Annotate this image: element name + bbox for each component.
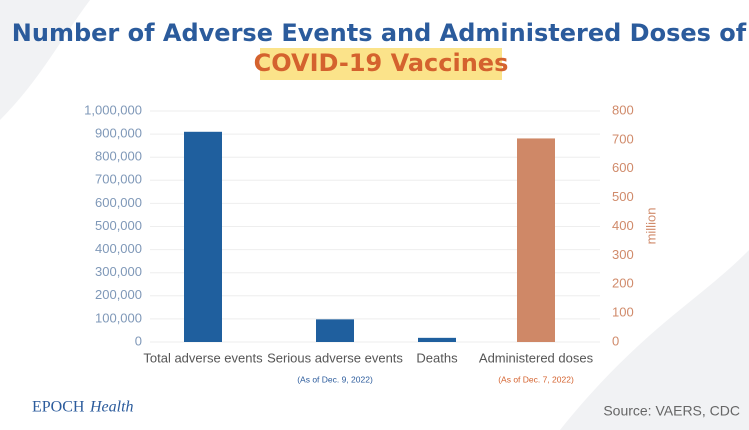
y2-tick-label: 300 (612, 247, 634, 262)
chart-title: Number of Adverse Events and Administere… (12, 19, 747, 47)
bar (184, 131, 222, 342)
y-tick-label: 500,000 (95, 218, 142, 233)
y-tick-label: 800,000 (95, 149, 142, 164)
y-tick-label: 700,000 (95, 172, 142, 187)
x-tick-label: Total adverse events (143, 350, 263, 365)
y-tick-label: 0 (135, 333, 142, 348)
bar (418, 337, 456, 342)
y-tick-label: 200,000 (95, 287, 142, 302)
category-note: (As of Dec. 9, 2022) (297, 374, 373, 384)
brand: EPOCH (32, 399, 85, 416)
y-tick-label: 400,000 (95, 241, 142, 256)
x-tick-label: Administered doses (479, 350, 594, 365)
y-tick-label: 600,000 (95, 195, 142, 210)
y2-tick-label: 600 (612, 160, 634, 175)
y-tick-label: 100,000 (95, 310, 142, 325)
bar (517, 138, 555, 342)
y-tick-label: 1,000,000 (84, 102, 142, 117)
decor-blob (560, 250, 749, 430)
y2-tick-label: 800 (612, 102, 634, 117)
x-tick-label: Deaths (416, 350, 458, 365)
source: Source: VAERS, CDC (603, 403, 740, 419)
brand: Health (89, 399, 134, 416)
y2-tick-label: 200 (612, 276, 634, 291)
title-highlight (260, 48, 502, 80)
y2-tick-label: 700 (612, 131, 634, 146)
y-tick-label: 300,000 (95, 264, 142, 279)
y2-axis-label: million (643, 208, 658, 245)
y2-tick-label: 500 (612, 189, 634, 204)
y2-tick-label: 0 (612, 333, 619, 348)
y2-tick-label: 400 (612, 218, 634, 233)
category-note: (As of Dec. 7, 2022) (498, 374, 574, 384)
x-tick-label: Serious adverse events (267, 350, 403, 365)
chart-title: COVID-19 Vaccines (254, 49, 509, 77)
bar (316, 319, 354, 342)
decor-blob (0, 0, 90, 120)
y2-tick-label: 100 (612, 305, 634, 320)
y-tick-label: 900,000 (95, 126, 142, 141)
